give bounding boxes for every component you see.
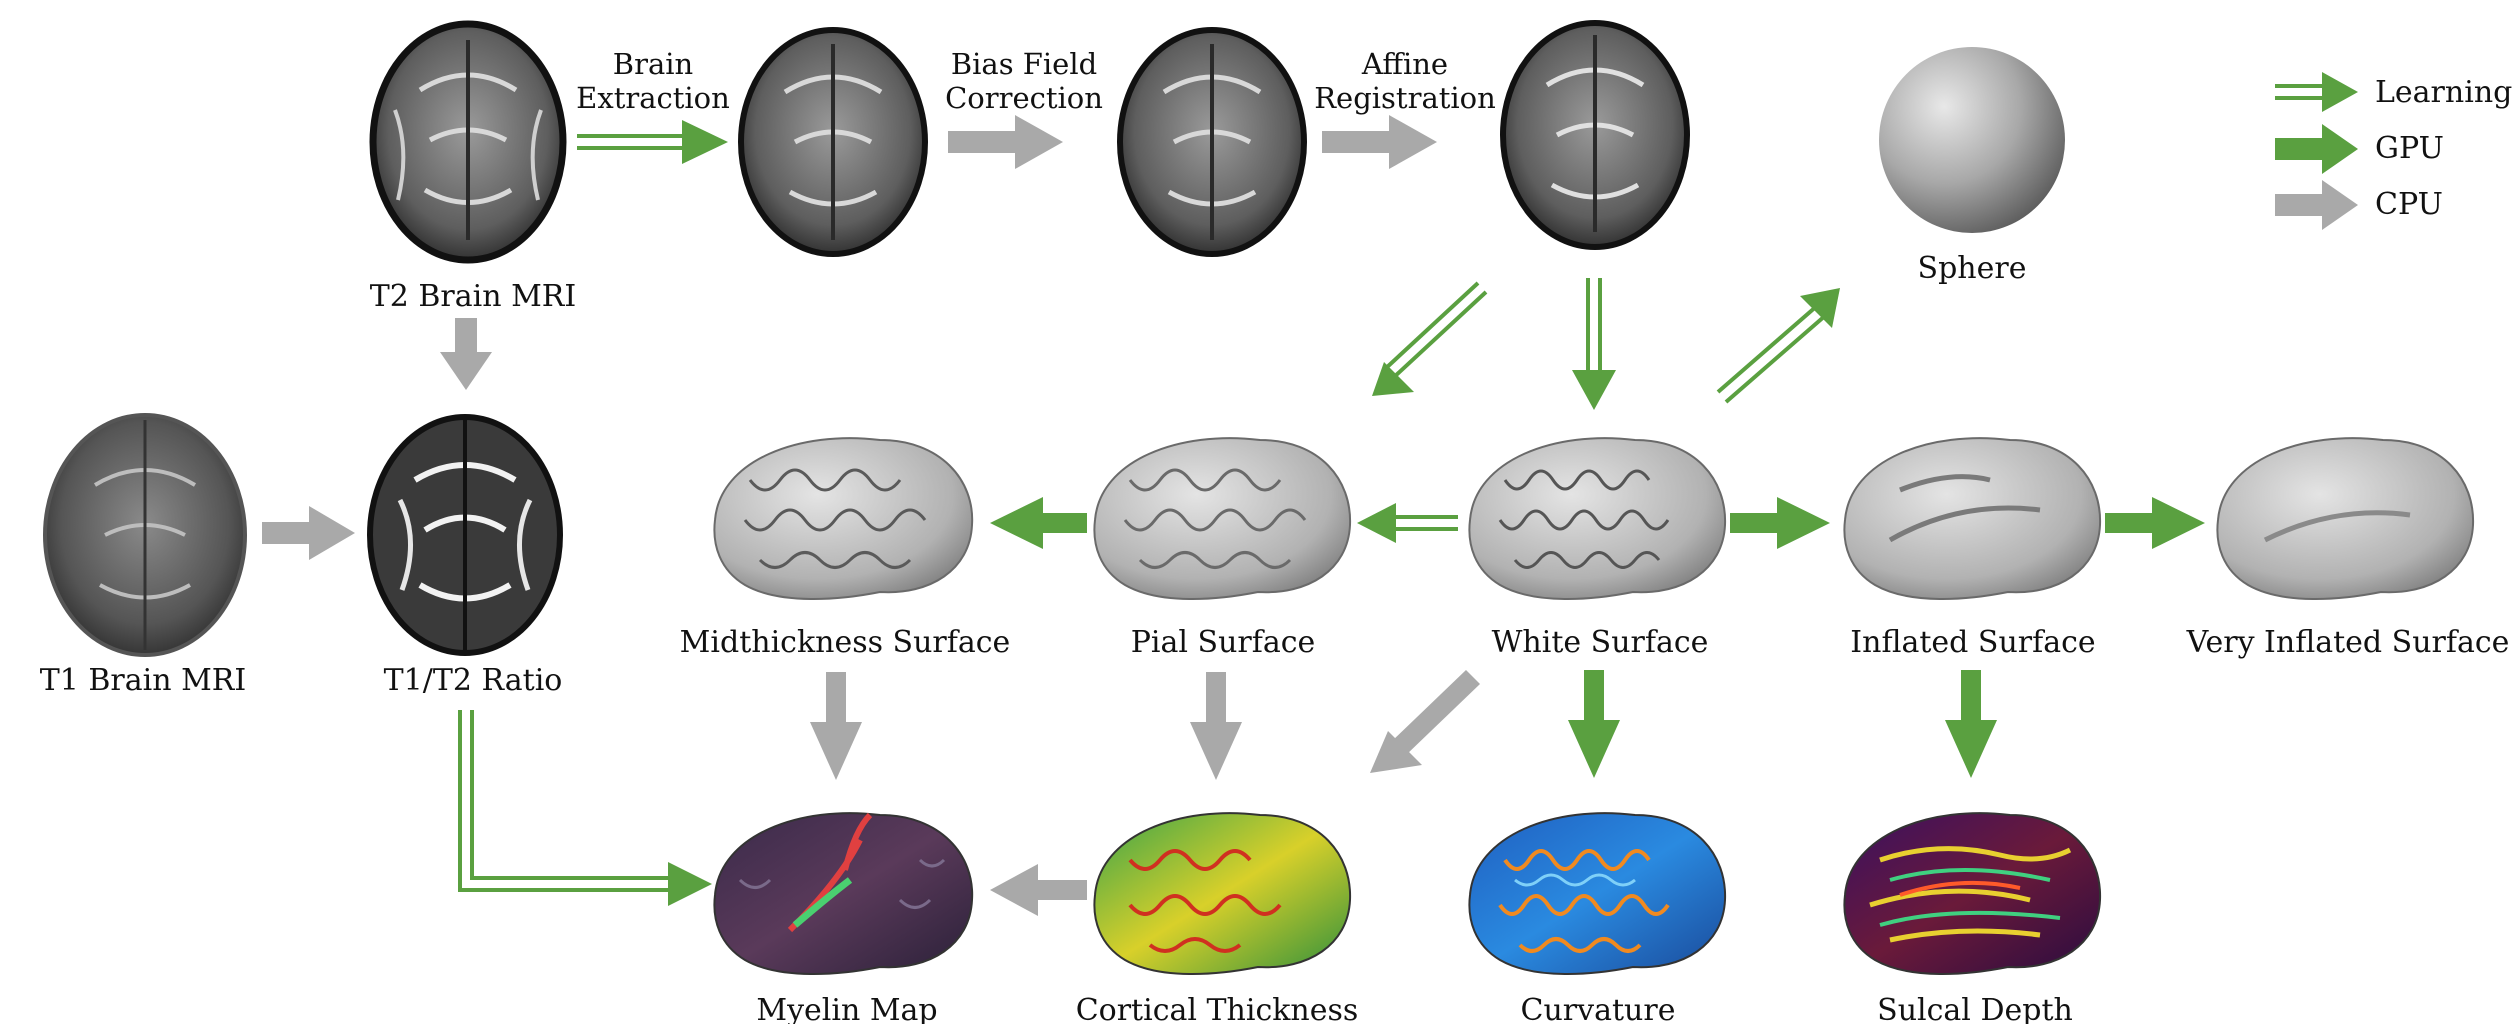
arrow-learning-to-pial xyxy=(1372,281,1488,396)
label-t1-brain-mri: T1 Brain MRI xyxy=(40,663,247,698)
legend: Learning GPU CPU xyxy=(2275,72,2512,230)
arrow-cpu-bias-field xyxy=(948,115,1063,169)
t1-mri-image xyxy=(43,413,247,657)
arrow-cpu-white-to-thickness xyxy=(1370,670,1480,773)
very-inflated-surface-image xyxy=(2216,437,2475,600)
myelin-map-image xyxy=(713,812,974,975)
registered-mri-image xyxy=(1500,20,1690,250)
midthickness-surface-image xyxy=(713,437,974,600)
label-sulcal-depth: Sulcal Depth xyxy=(1877,993,2073,1024)
arrow-gpu-white-to-inflated xyxy=(1730,497,1830,549)
arrow-gpu-pial-to-midthickness xyxy=(990,497,1087,549)
step-brain-extraction-line1: Brain xyxy=(613,47,693,81)
arrow-gpu-white-to-curvature xyxy=(1568,670,1620,778)
label-very-inflated-surface: Very Inflated Surface xyxy=(2186,625,2510,660)
label-pial-surface: Pial Surface xyxy=(1131,625,1316,660)
step-bias-field-line1: Bias Field xyxy=(951,47,1097,81)
white-surface-image xyxy=(1468,437,1727,600)
label-sphere: Sphere xyxy=(1918,251,2027,286)
arrow-cpu-midthickness-to-myelin xyxy=(810,672,862,780)
curvature-image xyxy=(1468,812,1727,975)
inflated-surface-image xyxy=(1843,437,2102,600)
arrow-cpu-t1-to-ratio xyxy=(262,506,355,560)
pial-surface-image xyxy=(1093,437,1352,600)
arrow-learning-white-to-pial xyxy=(1357,503,1458,543)
legend-gpu-arrow xyxy=(2275,124,2358,174)
label-white-surface: White Surface xyxy=(1492,625,1709,660)
arrow-learning-ratio-to-myelin xyxy=(458,710,712,906)
label-inflated-surface: Inflated Surface xyxy=(1850,625,2095,660)
label-cortical-thickness: Cortical Thickness xyxy=(1076,993,1359,1024)
extracted-mri-image xyxy=(738,27,928,257)
cortical-thickness-image xyxy=(1093,812,1352,975)
step-affine-line2: Registration xyxy=(1314,81,1496,115)
label-myelin-map: Myelin Map xyxy=(756,993,937,1024)
legend-learning-label: Learning xyxy=(2375,75,2512,110)
step-brain-extraction-line2: Extraction xyxy=(576,81,730,115)
t1t2-ratio-image xyxy=(367,414,563,656)
arrow-cpu-pial-to-thickness xyxy=(1190,672,1242,780)
arrow-cpu-thickness-to-myelin xyxy=(990,864,1087,916)
legend-cpu-label: CPU xyxy=(2375,187,2443,222)
step-bias-field-line2: Correction xyxy=(945,81,1103,115)
label-curvature: Curvature xyxy=(1521,993,1676,1024)
arrow-cpu-affine xyxy=(1322,115,1437,169)
legend-cpu-arrow xyxy=(2275,180,2358,230)
arrow-learning-brain-extraction xyxy=(577,120,728,164)
sulcal-depth-image xyxy=(1843,812,2102,975)
arrow-gpu-inflated-to-very-inflated xyxy=(2105,497,2205,549)
step-affine-line1: Affine xyxy=(1361,47,1448,81)
label-midthickness-surface: Midthickness Surface xyxy=(680,625,1011,660)
sphere-image xyxy=(1879,47,2065,233)
arrow-gpu-inflated-to-sulcal xyxy=(1945,670,1997,778)
label-t2-brain-mri: T2 Brain MRI xyxy=(370,279,577,314)
t2-mri-image xyxy=(369,20,567,264)
bias-corrected-mri-image xyxy=(1117,27,1307,257)
label-t1t2-ratio: T1/T2 Ratio xyxy=(384,663,563,698)
legend-gpu-label: GPU xyxy=(2375,131,2444,166)
arrow-learning-to-sphere xyxy=(1716,288,1840,404)
legend-learning-arrow xyxy=(2275,72,2358,112)
arrow-cpu-t2-to-ratio xyxy=(440,318,492,390)
arrow-learning-to-white xyxy=(1572,278,1616,410)
